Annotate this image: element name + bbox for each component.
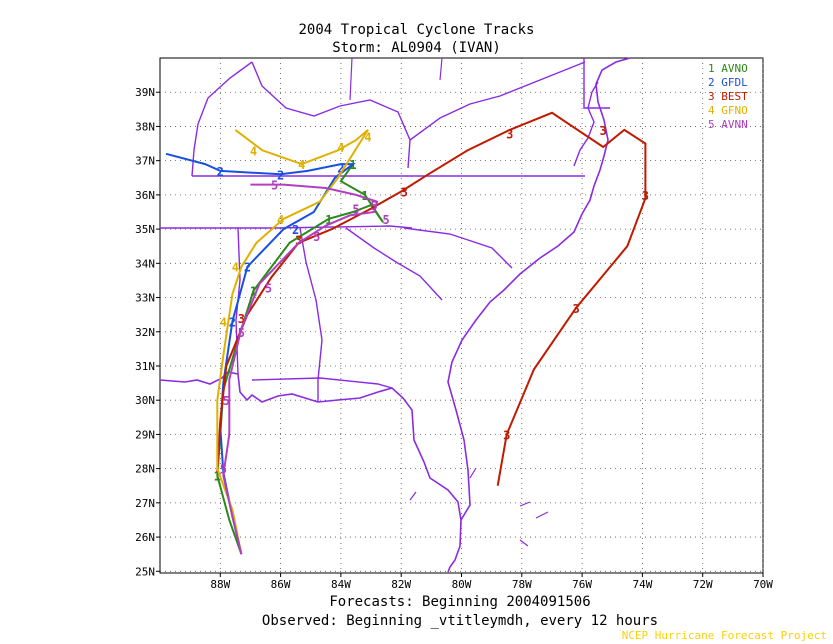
- lat-label: 30N: [135, 394, 155, 407]
- lat-label: 34N: [135, 257, 155, 270]
- lat-label: 27N: [135, 497, 155, 510]
- track-marker: 4: [232, 261, 239, 275]
- track-marker: 1: [214, 469, 221, 483]
- track-marker: 2: [244, 261, 251, 275]
- ohio-river-border: [251, 61, 411, 169]
- lat-label: 31N: [135, 360, 155, 373]
- track-marker: 2: [229, 315, 236, 329]
- storm-subtitle: Storm: AL0904 (IVAN): [332, 40, 501, 56]
- credit-text: NCEP Hurricane Forecast Project: [621, 629, 827, 642]
- track-marker: 3: [572, 302, 579, 316]
- track-marker: 2: [337, 162, 344, 176]
- lat-label: 37N: [135, 155, 155, 168]
- lat-label: 29N: [135, 428, 155, 441]
- lon-label: 76W: [572, 578, 592, 591]
- track-marker: 4: [364, 131, 371, 145]
- track-best: 3 3 3 3 3 3 3 3: [216, 111, 649, 486]
- legend-entry: 4 GFNO: [708, 104, 748, 117]
- ga-sc-border: [345, 227, 443, 301]
- lat-label: 26N: [135, 531, 155, 544]
- grid-lines: [160, 58, 764, 573]
- mississippi-river-border: [191, 61, 253, 177]
- track-marker: 5: [265, 281, 272, 295]
- track-marker: 5: [383, 213, 390, 227]
- islands: [409, 467, 549, 547]
- track-gfdl: 2 2 2 2 2 2: [165, 152, 356, 555]
- lon-label: 82W: [391, 578, 411, 591]
- track-marker: 3: [503, 428, 510, 442]
- track-marker: 3: [642, 189, 649, 203]
- lat-label: 28N: [135, 463, 155, 476]
- track-marker: 5: [238, 326, 245, 340]
- fl-northern-border: [251, 377, 393, 389]
- map-title: 2004 Tropical Cyclone Tracks: [298, 22, 535, 38]
- map-frame: [159, 57, 764, 574]
- track-marker: 1: [325, 213, 332, 227]
- lon-label: 86W: [271, 578, 291, 591]
- axis-labels: 39N 38N 37N 36N 35N 34N 33N 32N 31N 30N 29N 28N 27N 2…: [135, 86, 773, 591]
- track-gfno: 4 4 4 4 4 4 4: [216, 129, 372, 555]
- gulf-coastline: [159, 371, 462, 573]
- track-marker: 3: [506, 127, 513, 141]
- track-marker: 3: [401, 185, 408, 199]
- track-marker: 2: [217, 165, 224, 179]
- track-marker: 3: [295, 233, 302, 247]
- legend-entry: 1 AVNO: [708, 62, 748, 75]
- track-line: [216, 129, 369, 555]
- lat-label: 36N: [135, 189, 155, 202]
- lon-label: 78W: [512, 578, 532, 591]
- track-marker: 3: [238, 312, 245, 326]
- track-marker: 3: [600, 124, 607, 138]
- lon-label: 80W: [452, 578, 472, 591]
- lat-label: 35N: [135, 223, 155, 236]
- forecast-start-caption: Forecasts: Beginning 2004091506: [329, 594, 591, 610]
- lat-label: 38N: [135, 120, 155, 133]
- lat-label: 33N: [135, 292, 155, 305]
- track-line: [216, 111, 647, 486]
- lon-label: 88W: [210, 578, 230, 591]
- track-marker: 5: [220, 463, 227, 477]
- track-marker: 4: [298, 158, 305, 172]
- legend-entry: 5 AVNN: [708, 118, 748, 131]
- legend-entry: 3 BEST: [708, 90, 748, 103]
- observed-caption: Observed: Beginning _vtitleymdh, every 1…: [261, 613, 659, 629]
- lat-label: 32N: [135, 326, 155, 339]
- md-de-border: [583, 58, 610, 109]
- track-line: [222, 183, 379, 555]
- track-marker: 2: [292, 223, 299, 237]
- track-line: [165, 152, 356, 555]
- track-marker: 2: [277, 168, 284, 182]
- va-wv-border: [409, 61, 586, 141]
- lon-label: 72W: [693, 578, 713, 591]
- ohio-border: [349, 57, 443, 101]
- track-marker: 5: [370, 199, 377, 213]
- track-marker: 5: [271, 179, 278, 193]
- track-marker: 1: [250, 285, 257, 299]
- chesapeake-bay: [573, 81, 599, 167]
- lat-label: 25N: [135, 565, 155, 578]
- track-marker: 5: [313, 230, 320, 244]
- lon-label: 70W: [753, 578, 773, 591]
- track-marker: 4: [277, 213, 284, 227]
- lon-label: 84W: [331, 578, 351, 591]
- lon-label: 74W: [632, 578, 652, 591]
- track-marker: 4: [220, 315, 227, 329]
- track-marker: 1: [361, 189, 368, 203]
- legend-entry: 2 GFDL: [708, 76, 748, 89]
- track-marker: 4: [250, 144, 257, 158]
- al-ga-border: [299, 227, 323, 402]
- track-marker: 5: [223, 394, 230, 408]
- nc-sc-border: [403, 227, 513, 269]
- lat-label: 39N: [135, 86, 155, 99]
- track-marker: 4: [337, 141, 344, 155]
- track-marker: 5: [352, 203, 359, 217]
- tn-south-border: [160, 225, 413, 229]
